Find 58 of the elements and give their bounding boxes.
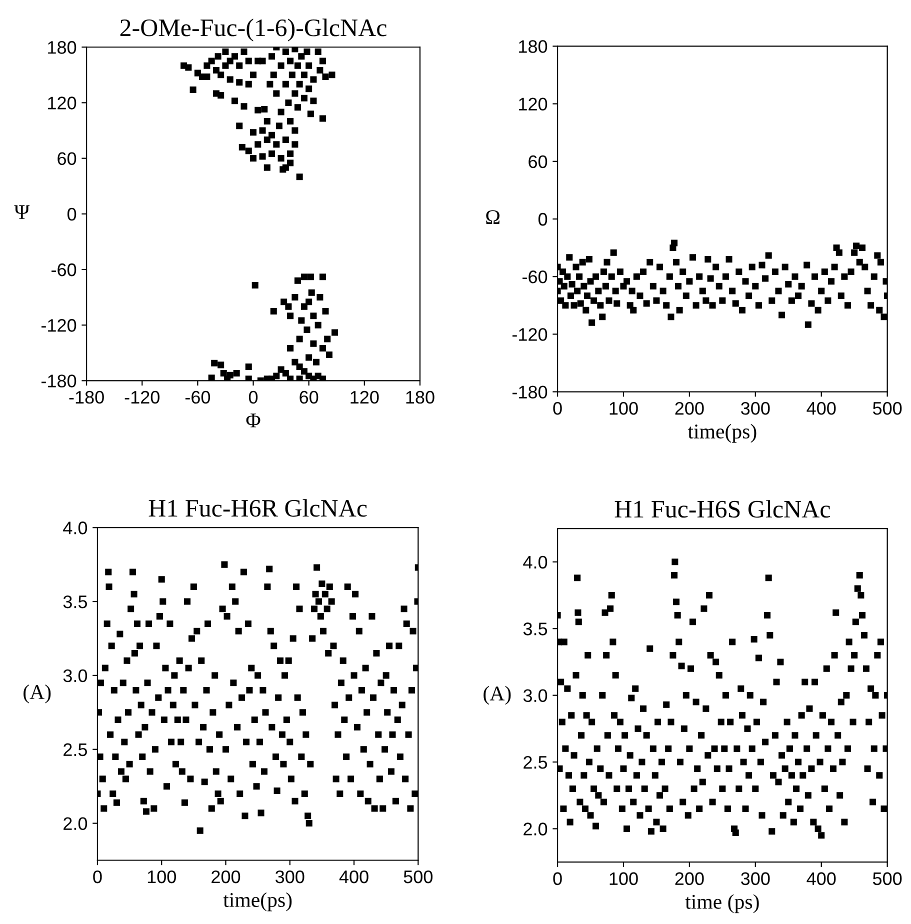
- x-tick-label: 120: [350, 390, 379, 404]
- x-tick-label: 100: [610, 872, 638, 886]
- y-tick-label: 180: [519, 40, 548, 53]
- x-axis-title: time (ps): [685, 894, 759, 914]
- x-tick-label: 60: [300, 390, 318, 404]
- y-tick-label: 0: [538, 212, 548, 226]
- x-tick-label: 200: [675, 872, 704, 886]
- y-tick-label: 120: [48, 96, 76, 110]
- y-axis-title: (A): [24, 684, 51, 704]
- x-tick-label: 400: [806, 402, 836, 415]
- x-tick-label: 200: [675, 402, 704, 415]
- x-tick-label: 0: [93, 870, 102, 884]
- x-tick-label: 500: [872, 402, 902, 415]
- x-tick-label: 500: [404, 870, 433, 884]
- x-tick-label: -60: [185, 390, 210, 404]
- y-tick-label: 2.5: [524, 756, 548, 769]
- y-tick-label: -60: [522, 270, 548, 284]
- y-tick-label: 4.0: [523, 556, 548, 569]
- x-tick-label: 400: [339, 870, 368, 884]
- chart-title: H1 Fuc-H6R GlcNAc: [148, 499, 367, 517]
- y-tick-label: 2.0: [524, 822, 548, 836]
- x-axis-title: time(ps): [688, 424, 756, 443]
- y-tick-label: 120: [519, 98, 548, 111]
- y-axis-title: Ω: [486, 210, 500, 224]
- x-tick-label: 300: [741, 402, 770, 415]
- y-tick-label: 180: [48, 41, 76, 54]
- x-tick-label: 100: [610, 402, 638, 415]
- x-tick-label: 200: [212, 870, 240, 884]
- x-tick-label: 300: [276, 870, 304, 884]
- y-tick-label: -180: [41, 374, 76, 388]
- x-tick-label: 400: [806, 872, 836, 886]
- x-tick-label: 0: [248, 390, 258, 404]
- x-axis-title: Φ: [246, 414, 260, 428]
- x-tick-label: 0: [553, 872, 562, 886]
- y-tick-label: 2.0: [64, 817, 88, 830]
- x-tick-label: 180: [406, 390, 434, 404]
- y-tick-label: 60: [58, 152, 76, 166]
- y-tick-label: 60: [528, 155, 548, 168]
- y-tick-label: -120: [41, 319, 76, 332]
- x-tick-label: 0: [553, 402, 562, 415]
- x-axis-title: time(ps): [223, 892, 292, 912]
- chart-title: H1 Fuc-H6S GlcNAc: [614, 500, 830, 518]
- x-tick-label: -120: [124, 390, 160, 404]
- y-tick-label: 3.0: [523, 689, 548, 702]
- x-tick-label: 500: [872, 872, 902, 886]
- y-axis-title: Ψ: [14, 205, 30, 219]
- y-tick-label: 2.5: [64, 743, 87, 756]
- y-tick-label: 0: [67, 208, 76, 221]
- y-axis-title: (A): [484, 686, 511, 705]
- y-tick-label: -60: [52, 263, 76, 276]
- y-tick-label: 3.5: [523, 622, 548, 636]
- y-tick-label: -120: [512, 328, 548, 341]
- x-tick-label: 100: [148, 870, 176, 884]
- y-tick-label: 3.0: [63, 669, 88, 682]
- x-tick-label: 300: [741, 872, 770, 886]
- chart-title: 2-OMe-Fuc-(1-6)-GlcNAc: [120, 18, 386, 42]
- y-tick-label: 3.5: [63, 595, 87, 608]
- y-tick-label: 4.0: [63, 522, 88, 534]
